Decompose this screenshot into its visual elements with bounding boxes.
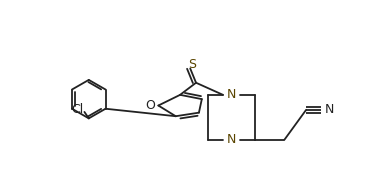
- Text: N: N: [227, 88, 236, 101]
- Text: O: O: [145, 99, 155, 112]
- Text: N: N: [325, 103, 334, 116]
- Text: S: S: [188, 58, 196, 71]
- Text: Cl: Cl: [71, 103, 83, 116]
- Text: N: N: [227, 133, 236, 146]
